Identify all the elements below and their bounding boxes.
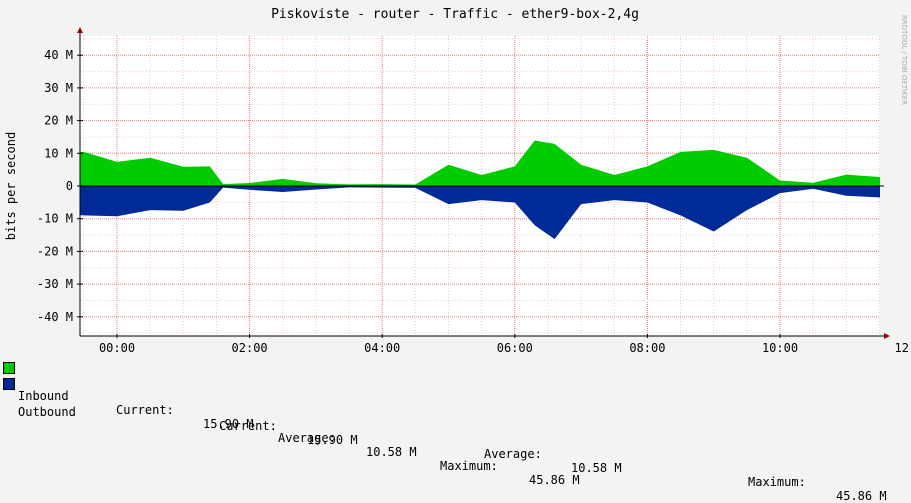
legend-outbound: Outbound Current: 15.90 M Average: 10.58… xyxy=(3,377,887,503)
x-tick-label: 10:00 xyxy=(762,341,798,355)
x-tick-label: 06:00 xyxy=(497,341,533,355)
outbound-average-value: 10.58 M xyxy=(571,461,622,475)
inbound-maximum-value: 45.86 M xyxy=(529,473,580,487)
outbound-current-label: Current: xyxy=(219,419,277,433)
series-area-inbound xyxy=(80,140,880,186)
inbound-color-swatch xyxy=(3,362,15,374)
series-areas xyxy=(80,140,880,240)
x-tick-labels: 00:0002:0004:0006:0008:0010:0012:0014:00… xyxy=(99,334,911,355)
chart-title: Piskoviste - router - Traffic - ether9-b… xyxy=(271,7,639,22)
x-tick-label: 12:00 xyxy=(895,341,911,355)
inbound-current-label: Current: xyxy=(116,403,174,417)
outbound-maximum-value: 45.86 M xyxy=(836,489,887,503)
x-axis-arrow xyxy=(884,333,890,339)
series-area-outbound xyxy=(80,186,880,240)
x-tick-label: 04:00 xyxy=(364,341,400,355)
y-axis-label: bits per second xyxy=(4,132,18,240)
outbound-color-swatch xyxy=(3,378,15,390)
outbound-name: Outbound xyxy=(18,405,76,419)
watermark: RRDTOOL / TOBI OETIKER xyxy=(900,15,908,105)
y-tick-label: -40 M xyxy=(37,310,73,324)
outbound-current-value: 15.90 M xyxy=(307,433,358,447)
x-tick-label: 08:00 xyxy=(629,341,665,355)
y-tick-label: 40 M xyxy=(44,48,73,62)
y-tick-label: -10 M xyxy=(37,212,73,226)
outbound-average-label: Average: xyxy=(484,447,542,461)
traffic-chart: Piskoviste - router - Traffic - ether9-b… xyxy=(4,7,911,355)
axes xyxy=(77,27,890,339)
y-tick-label: 20 M xyxy=(44,114,73,128)
outbound-maximum-label: Maximum: xyxy=(748,475,806,489)
y-axis-arrow xyxy=(77,27,83,33)
y-tick-label: -20 M xyxy=(37,244,73,258)
legend-inbound: Inbound Current: 15.90 M Average: 10.58 … xyxy=(3,361,580,487)
y-tick-label: -30 M xyxy=(37,277,73,291)
y-tick-label: 0 xyxy=(66,179,73,193)
y-tick-labels: 40 M 30 M 20 M 10 M 0 -10 M -20 M -30 M -40 M xyxy=(37,48,83,324)
y-tick-label: 10 M xyxy=(44,146,73,160)
x-tick-label: 02:00 xyxy=(232,341,268,355)
x-tick-label: 00:00 xyxy=(99,341,135,355)
inbound-maximum-label: Maximum: xyxy=(440,459,498,473)
y-tick-label: 30 M xyxy=(44,81,73,95)
inbound-average-value: 10.58 M xyxy=(366,445,417,459)
